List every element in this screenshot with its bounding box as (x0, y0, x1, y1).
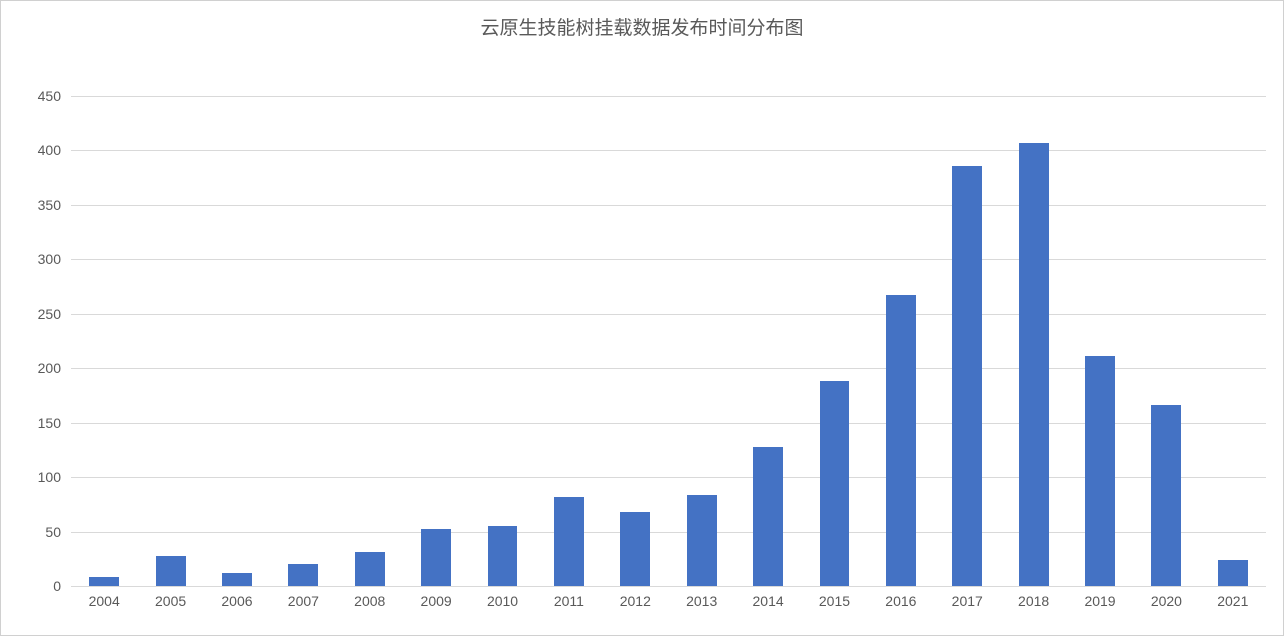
gridline (71, 205, 1266, 206)
x-axis-tick-label: 2006 (204, 593, 270, 609)
bar (222, 573, 252, 586)
y-axis-tick-label: 400 (11, 142, 61, 158)
bar (952, 166, 982, 586)
bar (820, 381, 850, 586)
bar (753, 447, 783, 586)
y-axis-tick-label: 300 (11, 251, 61, 267)
bar (554, 497, 584, 586)
gridline (71, 96, 1266, 97)
x-axis-tick-label: 2020 (1133, 593, 1199, 609)
y-axis-tick-label: 250 (11, 306, 61, 322)
x-axis-tick-label: 2011 (536, 593, 602, 609)
x-axis-tick-label: 2010 (470, 593, 536, 609)
bar (620, 512, 650, 586)
y-axis-tick-label: 50 (11, 524, 61, 540)
bar (288, 564, 318, 586)
bar (156, 556, 186, 586)
bar (421, 529, 451, 586)
gridline (71, 150, 1266, 151)
x-axis-tick-label: 2013 (669, 593, 735, 609)
y-axis-tick-label: 0 (11, 578, 61, 594)
chart-title: 云原生技能树挂载数据发布时间分布图 (1, 1, 1283, 40)
bar (1218, 560, 1248, 586)
y-axis-tick-label: 150 (11, 415, 61, 431)
x-axis-tick-label: 2004 (71, 593, 137, 609)
bar (886, 295, 916, 586)
x-axis-tick-label: 2017 (934, 593, 1000, 609)
x-axis-tick-label: 2005 (138, 593, 204, 609)
y-axis-tick-label: 200 (11, 360, 61, 376)
bar (1151, 405, 1181, 586)
chart-container: 云原生技能树挂载数据发布时间分布图 0 50 100 150 200 250 300 350 4… (0, 0, 1284, 636)
x-axis-tick-label: 2009 (403, 593, 469, 609)
bar (89, 577, 119, 586)
x-axis-tick-label: 2018 (1001, 593, 1067, 609)
x-axis-tick-label: 2012 (602, 593, 668, 609)
x-axis-tick-label: 2015 (801, 593, 867, 609)
y-axis-tick-label: 100 (11, 469, 61, 485)
gridline (71, 314, 1266, 315)
x-axis-tick-label: 2008 (337, 593, 403, 609)
x-axis-tick-label: 2007 (270, 593, 336, 609)
bar (488, 526, 518, 586)
bar (355, 552, 385, 586)
y-axis-tick-label: 350 (11, 197, 61, 213)
y-axis-tick-label: 450 (11, 88, 61, 104)
x-axis-tick-label: 2021 (1200, 593, 1266, 609)
x-axis-tick-label: 2016 (868, 593, 934, 609)
bar (1019, 143, 1049, 586)
gridline (71, 586, 1266, 587)
plot-area (71, 96, 1266, 586)
x-axis-tick-label: 2014 (735, 593, 801, 609)
bar (1085, 356, 1115, 586)
gridline (71, 259, 1266, 260)
bar (687, 495, 717, 586)
x-axis-tick-label: 2019 (1067, 593, 1133, 609)
